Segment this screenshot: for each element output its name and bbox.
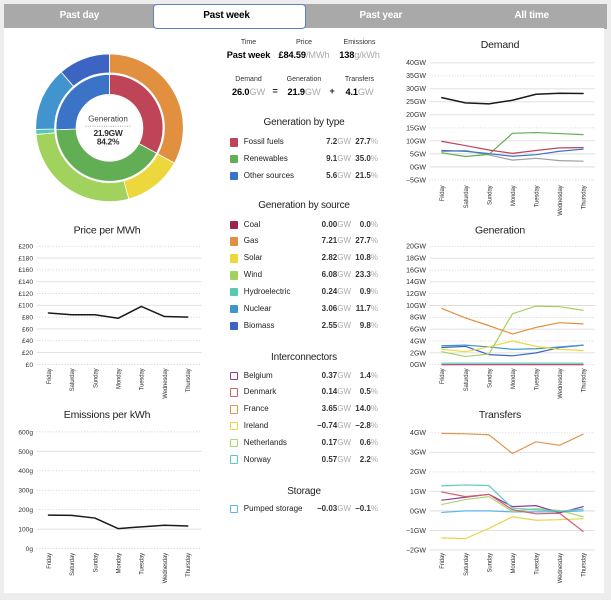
svg-text:4GW: 4GW [410,430,426,437]
svg-text:40GW: 40GW [406,60,426,67]
svg-text:Sunday: Sunday [93,553,99,573]
svg-text:2GW: 2GW [410,469,426,476]
svg-text:£80: £80 [22,315,33,322]
svg-text:18GW: 18GW [406,256,426,263]
svg-text:5GW: 5GW [410,151,426,158]
svg-text:£40: £40 [22,338,33,345]
svg-text:Wednesday: Wednesday [558,368,564,398]
svg-text:500g: 500g [18,449,33,456]
svg-text:100g: 100g [18,527,33,534]
svg-text:20GW: 20GW [406,112,426,119]
svg-text:£200: £200 [18,244,33,251]
svg-text:£60: £60 [22,326,33,333]
svg-text:Saturday: Saturday [70,368,76,391]
svg-text:0g: 0g [26,546,34,553]
svg-text:20GW: 20GW [406,244,426,251]
svg-text:Thursday: Thursday [582,185,588,209]
svg-text:84.2%: 84.2% [97,137,120,147]
svg-text:Saturday: Saturday [70,553,76,576]
svg-text:400g: 400g [18,468,33,475]
svg-text:£100: £100 [18,303,33,310]
svg-text:1GW: 1GW [410,489,426,496]
svg-text:£160: £160 [18,267,33,274]
svg-text:−2GW: −2GW [406,547,426,554]
svg-text:Monday: Monday [511,553,517,574]
svg-text:0GW: 0GW [410,164,426,171]
svg-text:0GW: 0GW [410,508,426,515]
svg-text:Tuesday: Tuesday [140,368,146,390]
svg-text:Sunday: Sunday [487,553,493,573]
svg-text:Saturday: Saturday [464,185,470,208]
svg-text:Tuesday: Tuesday [140,553,146,575]
svg-text:35GW: 35GW [406,73,426,80]
svg-text:10GW: 10GW [406,138,426,145]
svg-text:Sunday: Sunday [93,368,99,388]
svg-text:Generation: Generation [88,115,128,124]
svg-text:300g: 300g [18,488,33,495]
svg-text:15GW: 15GW [406,125,426,132]
svg-text:600g: 600g [18,429,33,436]
svg-text:Tuesday: Tuesday [534,553,540,575]
svg-text:Transfers: Transfers [479,409,521,421]
svg-text:25GW: 25GW [406,99,426,106]
svg-text:−1GW: −1GW [406,528,426,535]
svg-text:Sunday: Sunday [487,368,493,388]
svg-text:16GW: 16GW [406,267,426,274]
svg-text:3GW: 3GW [410,450,426,457]
svg-text:Saturday: Saturday [464,368,470,391]
svg-text:Wednesday: Wednesday [163,553,169,583]
svg-text:Thursday: Thursday [186,368,192,392]
svg-text:£140: £140 [18,279,33,286]
svg-text:4GW: 4GW [410,338,426,345]
svg-text:−5GW: −5GW [406,177,426,184]
svg-text:Monday: Monday [511,368,517,389]
svg-text:Wednesday: Wednesday [163,368,169,398]
svg-text:Saturday: Saturday [464,553,470,576]
svg-text:£120: £120 [18,291,33,298]
svg-text:Monday: Monday [511,185,517,206]
svg-text:Thursday: Thursday [582,368,588,392]
svg-text:£20: £20 [22,350,33,357]
svg-text:Thursday: Thursday [582,553,588,577]
svg-text:Wednesday: Wednesday [558,553,564,583]
svg-text:Friday: Friday [47,553,53,569]
svg-text:6GW: 6GW [410,327,426,334]
svg-text:0GW: 0GW [410,362,426,369]
svg-text:12GW: 12GW [406,291,426,298]
svg-text:Friday: Friday [440,553,446,569]
svg-text:Monday: Monday [117,553,123,574]
svg-text:Price per MWh: Price per MWh [74,225,141,237]
svg-text:Friday: Friday [440,185,446,201]
svg-text:Sunday: Sunday [487,185,493,205]
svg-text:10GW: 10GW [406,303,426,310]
svg-text:Demand: Demand [481,39,520,51]
svg-text:£180: £180 [18,255,33,262]
svg-text:£0: £0 [26,362,34,369]
svg-text:21.9GW: 21.9GW [94,128,123,138]
svg-text:200g: 200g [18,507,33,514]
svg-text:Tuesday: Tuesday [534,185,540,207]
svg-text:Monday: Monday [117,368,123,389]
svg-text:Wednesday: Wednesday [558,185,564,215]
svg-text:Friday: Friday [47,368,53,384]
svg-text:14GW: 14GW [406,279,426,286]
svg-text:Generation: Generation [475,225,525,237]
svg-text:Thursday: Thursday [186,553,192,577]
svg-text:Tuesday: Tuesday [534,368,540,390]
svg-text:Emissions per kWh: Emissions per kWh [64,409,151,421]
svg-text:Friday: Friday [440,368,446,384]
svg-text:30GW: 30GW [406,86,426,93]
svg-text:2GW: 2GW [410,350,426,357]
svg-text:8GW: 8GW [410,315,426,322]
